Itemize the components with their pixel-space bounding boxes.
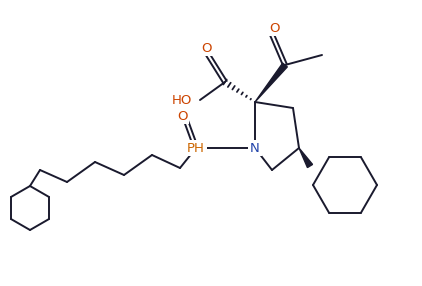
Text: PH: PH bbox=[187, 142, 205, 154]
Text: O: O bbox=[202, 41, 212, 55]
Polygon shape bbox=[299, 148, 313, 168]
Text: O: O bbox=[177, 110, 187, 122]
Text: HO: HO bbox=[172, 94, 192, 106]
Text: N: N bbox=[250, 142, 260, 154]
Text: O: O bbox=[269, 21, 279, 35]
Polygon shape bbox=[255, 63, 287, 102]
